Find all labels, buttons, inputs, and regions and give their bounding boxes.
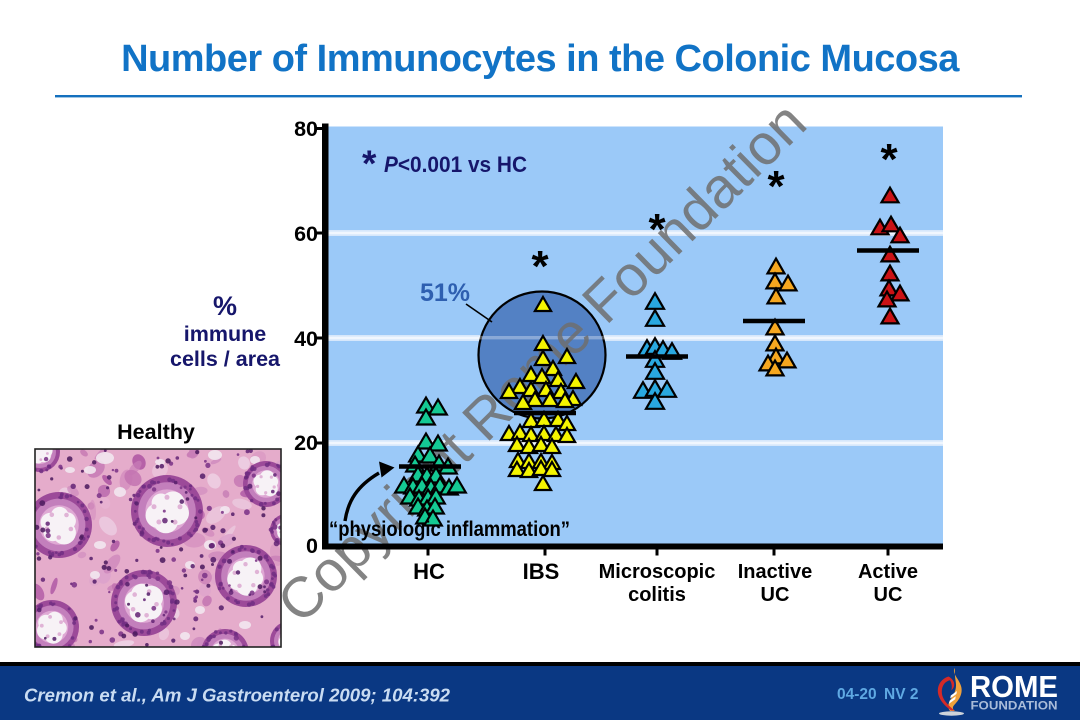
svg-text:P<0.001 vs HC: P<0.001 vs HC xyxy=(384,152,527,177)
svg-text:0: 0 xyxy=(306,534,318,558)
svg-text:UC: UC xyxy=(761,584,790,606)
svg-text:cells / area: cells / area xyxy=(170,347,281,371)
svg-text:51%: 51% xyxy=(420,279,470,307)
svg-text:Number of Immunocytes in the C: Number of Immunocytes in the Colonic Muc… xyxy=(121,38,960,80)
svg-text:NV 2: NV 2 xyxy=(884,686,918,703)
svg-text:Inactive: Inactive xyxy=(738,561,812,583)
svg-text:HC: HC xyxy=(413,559,445,584)
svg-text:Healthy: Healthy xyxy=(117,420,195,444)
svg-text:Cremon et al., Am J Gastroente: Cremon et al., Am J Gastroenterol 2009; … xyxy=(24,685,451,706)
svg-text:60: 60 xyxy=(294,222,318,246)
svg-text:IBS: IBS xyxy=(523,559,560,584)
svg-text:40: 40 xyxy=(294,327,318,351)
svg-text:*: * xyxy=(880,135,898,184)
svg-text:Active: Active xyxy=(858,561,918,583)
svg-text:*: * xyxy=(648,205,666,254)
svg-text:UC: UC xyxy=(874,584,903,606)
svg-text:20: 20 xyxy=(294,431,318,455)
svg-text:Microscopic: Microscopic xyxy=(599,561,716,583)
svg-text:*: * xyxy=(767,162,785,211)
svg-text:%: % xyxy=(213,291,237,321)
svg-text:80: 80 xyxy=(294,117,318,141)
svg-text:*: * xyxy=(531,242,549,291)
svg-text:FOUNDATION: FOUNDATION xyxy=(971,699,1058,713)
svg-text:colitis: colitis xyxy=(628,584,686,606)
svg-text:04-20: 04-20 xyxy=(837,686,877,703)
svg-text:immune: immune xyxy=(184,322,266,346)
svg-text:ROME: ROME xyxy=(970,669,1058,704)
svg-text:*: * xyxy=(362,143,377,184)
svg-text:“physiologic inflammation”: “physiologic inflammation” xyxy=(329,518,570,541)
